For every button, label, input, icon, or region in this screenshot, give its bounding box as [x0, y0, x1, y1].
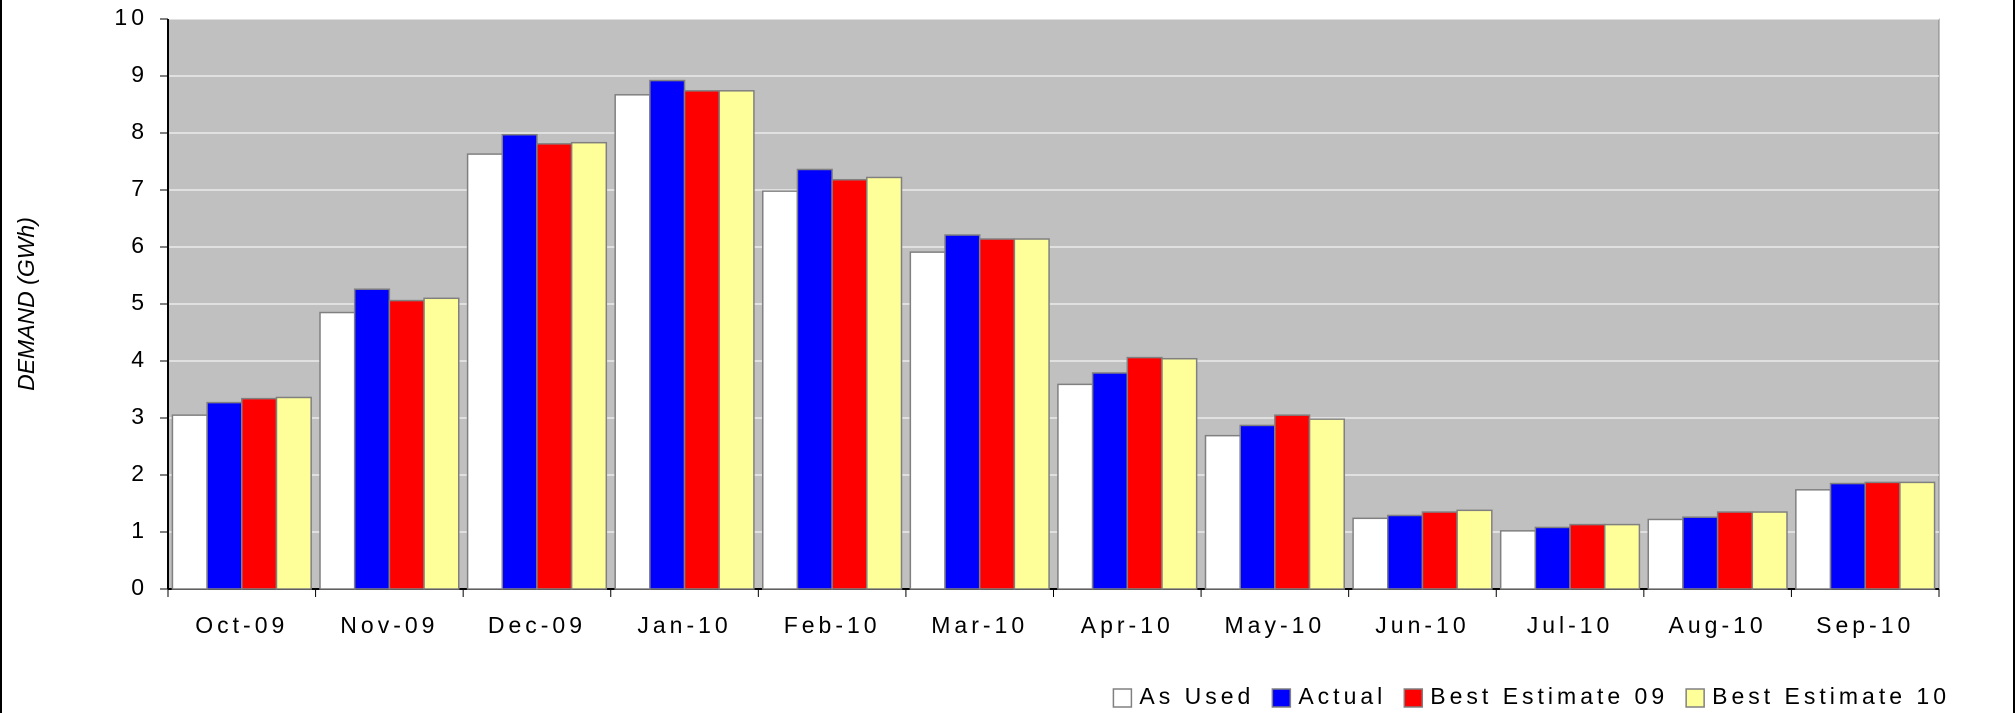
bar [1899, 481, 1936, 590]
bar [206, 401, 243, 590]
y-axis-label: DEMAND (GWh) [13, 217, 39, 391]
x-tick-label: Mar-10 [931, 612, 1028, 638]
bar [1274, 414, 1311, 590]
legend-label: Best Estimate 10 [1712, 683, 1950, 709]
x-tick-label: Aug-10 [1669, 612, 1767, 638]
y-tick-label: 5 [131, 289, 148, 315]
legend-label: Best Estimate 09 [1430, 683, 1668, 709]
legend-swatch [1685, 688, 1705, 708]
bar [1387, 514, 1424, 590]
bar [501, 133, 538, 590]
legend-label: Actual [1298, 683, 1386, 709]
bar [614, 94, 651, 590]
y-tick-label: 0 [131, 574, 148, 600]
bar [718, 90, 755, 590]
bar [944, 234, 981, 590]
legend-label: As Used [1139, 683, 1254, 709]
bar [762, 190, 799, 590]
y-tick-label: 8 [131, 118, 148, 144]
bar [1682, 516, 1719, 590]
bar [388, 299, 425, 590]
bar [1013, 238, 1050, 590]
bar [1161, 357, 1198, 590]
bar [1795, 489, 1832, 590]
legend-swatch [1271, 688, 1292, 708]
legend-swatch [1112, 688, 1133, 708]
x-tick-label: Jun-10 [1375, 612, 1469, 638]
bar [866, 176, 903, 590]
bar [466, 153, 504, 590]
y-tick-label: 7 [131, 175, 148, 201]
bar [649, 79, 686, 590]
bar [1239, 424, 1276, 590]
x-tick-label: Dec-09 [488, 612, 586, 638]
bar [570, 141, 608, 590]
x-tick-label: Oct-09 [195, 612, 288, 638]
bar [1603, 523, 1641, 590]
bar [1647, 518, 1684, 590]
bar [241, 397, 278, 590]
bar [978, 238, 1016, 590]
bar [831, 178, 868, 590]
y-tick-label: 1 [131, 517, 148, 543]
bar [1204, 434, 1241, 590]
bar [1456, 509, 1493, 590]
x-tick-label: Sep-10 [1816, 612, 1914, 638]
bar [423, 297, 460, 590]
x-tick-label: Nov-09 [340, 612, 438, 638]
bar [796, 168, 833, 590]
y-tick-label: 6 [131, 232, 148, 258]
x-tick-label: Jan-10 [637, 612, 731, 638]
bar [1091, 372, 1129, 590]
y-tick-label: 4 [131, 346, 148, 372]
bar [353, 288, 391, 590]
bar [1057, 383, 1094, 590]
x-tick-label: May-10 [1225, 612, 1326, 638]
x-tick-label: Apr-10 [1081, 612, 1174, 638]
bar [1569, 523, 1606, 590]
bar [1421, 511, 1458, 590]
bar [1499, 530, 1537, 590]
bar [319, 311, 356, 590]
y-tick-label: 3 [131, 403, 148, 429]
y-tick-label: 10 [114, 4, 148, 30]
x-tick-label: Feb-10 [784, 612, 881, 638]
bar [1534, 526, 1571, 590]
bar [1829, 482, 1866, 590]
bar [275, 396, 312, 590]
bar [683, 90, 720, 590]
bar [1308, 418, 1345, 590]
y-tick-label: 9 [131, 61, 148, 87]
bar [1864, 481, 1901, 590]
bar [1352, 517, 1389, 590]
bar [909, 251, 946, 590]
bar [171, 414, 208, 590]
legend-swatch [1403, 688, 1424, 708]
bar [1751, 511, 1788, 590]
y-tick-label: 2 [131, 460, 148, 486]
x-tick-label: Jul-10 [1527, 612, 1614, 638]
bar [1716, 511, 1754, 590]
bar [1126, 356, 1163, 590]
bar [536, 143, 573, 590]
